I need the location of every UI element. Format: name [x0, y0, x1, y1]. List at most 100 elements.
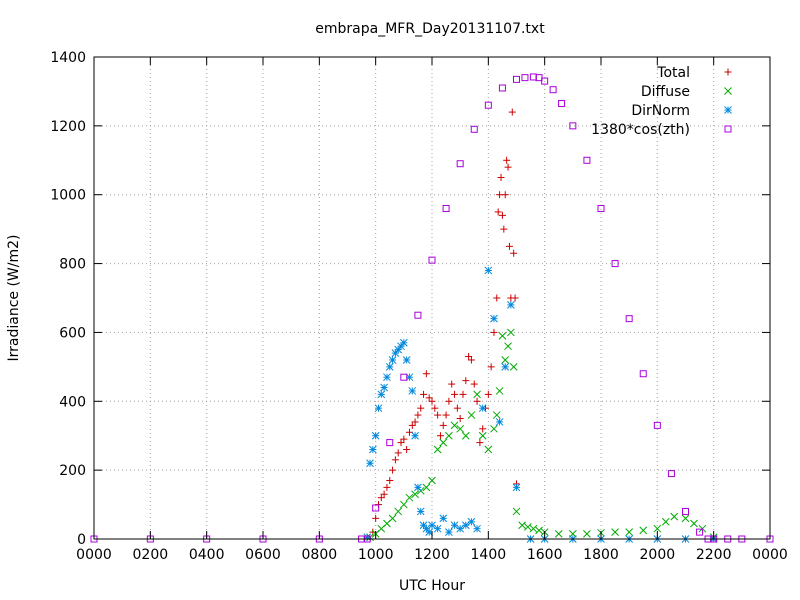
data-point — [512, 507, 521, 516]
data-point — [511, 294, 519, 302]
data-point — [498, 211, 506, 219]
legend-label: DirNorm — [631, 103, 690, 119]
y-tick-label: 400 — [59, 394, 86, 410]
data-point — [399, 338, 408, 347]
x-axis-label: UTC Hour — [399, 578, 465, 594]
data-point — [681, 514, 690, 523]
data-point — [456, 415, 464, 422]
data-point — [380, 490, 388, 498]
data-point — [461, 431, 470, 440]
data-point — [445, 397, 453, 405]
y-axis-label: Irradiance (W/m2) — [6, 235, 22, 362]
data-point — [670, 512, 679, 521]
data-point — [501, 191, 509, 199]
data-point — [535, 526, 543, 535]
data-point — [653, 524, 662, 533]
data-point — [476, 439, 484, 447]
grid — [94, 57, 770, 539]
legend-label: Total — [656, 65, 690, 81]
data-point — [442, 204, 450, 212]
data-point — [639, 370, 647, 378]
data-point — [420, 390, 428, 398]
data-point — [428, 476, 436, 485]
data-point — [493, 294, 501, 302]
data-point — [501, 363, 510, 371]
data-point — [403, 445, 411, 453]
x-tick-label: 0800 — [302, 547, 338, 563]
x-tick-label: 1400 — [471, 547, 507, 563]
x-tick-label: 0000 — [76, 547, 112, 563]
data-point — [507, 301, 515, 309]
data-point — [653, 421, 661, 429]
legend-marker — [724, 106, 732, 114]
series-layer — [90, 73, 774, 543]
data-point — [371, 431, 380, 440]
data-point — [495, 387, 504, 395]
x-tick-label: 0200 — [133, 547, 169, 563]
data-point — [503, 156, 511, 164]
data-point — [484, 390, 492, 398]
data-point — [436, 432, 444, 440]
data-point — [513, 75, 520, 83]
data-point — [504, 342, 512, 351]
y-tick-label: 1400 — [50, 50, 86, 66]
data-point — [414, 311, 422, 319]
data-point — [385, 363, 394, 371]
legend: Total Diffuse DirNorm 1380*cos(zth) — [591, 65, 732, 138]
data-point — [558, 99, 566, 107]
data-point — [400, 373, 408, 381]
data-point — [494, 208, 502, 216]
data-point — [414, 483, 422, 492]
data-point — [583, 529, 591, 538]
data-point — [433, 524, 442, 533]
x-tick-label: 2000 — [640, 547, 676, 563]
data-point — [442, 411, 450, 419]
data-point — [439, 514, 448, 523]
data-point — [450, 421, 459, 430]
legend-marker — [724, 125, 732, 133]
series-2 — [363, 266, 718, 543]
ticks: 0000 0200 0400 0600 0800 1000 1200 1400 1600 1800… — [50, 50, 787, 563]
data-point — [377, 390, 386, 399]
data-point — [416, 507, 425, 516]
data-point — [583, 156, 591, 164]
data-point — [569, 122, 577, 130]
data-point — [504, 163, 512, 171]
data-point — [484, 266, 493, 275]
legend-marker — [724, 87, 732, 95]
data-point — [529, 73, 537, 81]
data-point — [386, 439, 394, 447]
data-point — [388, 514, 397, 523]
data-point — [461, 521, 470, 530]
y-tick-label: 200 — [59, 463, 86, 479]
data-point — [417, 404, 425, 412]
data-point — [554, 529, 563, 538]
data-point — [529, 524, 538, 533]
data-point — [518, 521, 526, 530]
data-point — [448, 380, 456, 388]
data-point — [682, 507, 689, 515]
y-tick-label: 600 — [59, 325, 86, 341]
data-point — [399, 500, 408, 509]
x-tick-label: 2200 — [696, 547, 732, 563]
data-point — [661, 517, 670, 526]
data-point — [422, 483, 431, 492]
legend-label: 1380*cos(zth) — [591, 122, 690, 138]
data-point — [467, 517, 476, 526]
x-tick-label: 1600 — [527, 547, 563, 563]
data-point — [549, 86, 557, 94]
data-point — [484, 445, 493, 454]
data-point — [391, 456, 399, 464]
data-point — [372, 514, 380, 522]
y-tick-label: 1200 — [50, 119, 86, 135]
data-point — [462, 377, 470, 385]
data-point — [456, 160, 464, 168]
data-point — [405, 493, 414, 502]
data-point — [383, 373, 391, 382]
data-point — [510, 249, 518, 257]
data-point — [495, 418, 504, 426]
data-point — [667, 470, 675, 478]
data-point — [611, 260, 619, 268]
data-point — [470, 380, 478, 388]
